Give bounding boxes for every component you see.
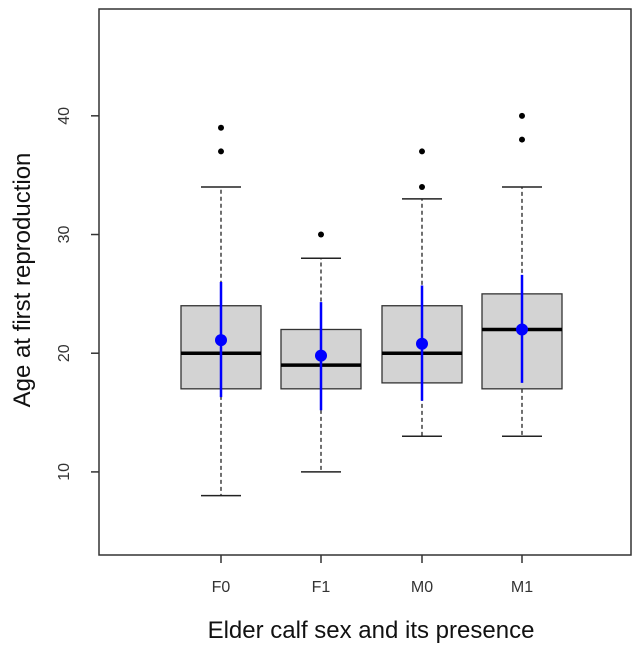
x-tick-label: F1 xyxy=(312,579,331,596)
x-tick-label: F0 xyxy=(212,579,231,596)
outlier-point xyxy=(419,184,425,191)
x-tick-label: M1 xyxy=(511,579,533,596)
outlier-point xyxy=(218,148,224,155)
outlier-point xyxy=(519,112,525,119)
y-axis-title: Age at first reproduction xyxy=(9,153,36,408)
mean-point xyxy=(416,337,428,350)
mean-point xyxy=(516,323,528,336)
mean-point xyxy=(315,349,327,362)
plot-area: 10 20 30 40 F0 F1 M0 M1 xyxy=(56,8,632,596)
y-tick-label: 10 xyxy=(56,463,73,481)
mean-point xyxy=(215,334,227,347)
x-axis-title: Elder calf sex and its presence xyxy=(208,617,535,644)
outlier-point xyxy=(419,148,425,155)
outlier-point xyxy=(218,124,224,131)
x-tick-label: M0 xyxy=(411,579,433,596)
y-tick-label: 30 xyxy=(56,226,73,244)
outlier-point xyxy=(519,136,525,143)
y-tick-label: 40 xyxy=(56,107,73,125)
y-tick-label: 20 xyxy=(56,344,73,362)
plot-frame xyxy=(98,8,632,556)
outlier-point xyxy=(318,231,324,238)
